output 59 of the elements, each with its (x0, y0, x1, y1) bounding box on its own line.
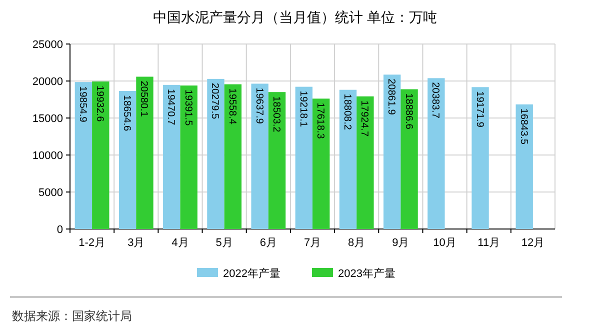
bar (472, 87, 489, 229)
data-label: 20580.1 (138, 80, 150, 118)
data-label: 16843.5 (518, 108, 529, 145)
x-tick-label: 5月 (216, 237, 233, 249)
bar (136, 76, 154, 229)
x-tick-label: 12月 (521, 237, 545, 249)
x-tick-label: 6月 (260, 237, 277, 249)
bar (74, 82, 92, 229)
source-note: 数据来源：国家统计局 (12, 309, 132, 323)
bar (268, 92, 286, 229)
x-tick-label: 7月 (304, 237, 322, 249)
legend-label: 2023年产量 (338, 267, 396, 280)
x-tick-label: 8月 (348, 237, 366, 249)
bar (180, 86, 198, 229)
data-label: 18808.2 (341, 94, 352, 130)
x-tick-label: 11月 (478, 237, 500, 249)
bar (428, 78, 445, 229)
data-label: 19558.4 (226, 88, 238, 125)
data-label: 19637.9 (253, 88, 264, 124)
bar (224, 84, 242, 229)
y-tick-label: 15000 (32, 113, 63, 125)
bar (92, 82, 110, 229)
y-tick-label: 0 (56, 224, 63, 236)
y-tick-label: 20000 (32, 76, 63, 88)
bar (383, 74, 401, 229)
data-label: 20279.5 (209, 82, 220, 120)
x-tick-label: 10月 (433, 237, 456, 249)
x-tick-label: 9月 (392, 237, 410, 249)
data-label: 20383.7 (430, 82, 441, 119)
data-label: 18654.6 (121, 94, 132, 132)
chart-title: 中国水泥产量分月（当月值）统计 单位：万吨 (153, 9, 437, 25)
data-label: 19171.9 (474, 91, 485, 128)
bar (118, 90, 136, 229)
data-label: 19932.6 (94, 86, 106, 122)
bar (356, 96, 374, 229)
bar (163, 84, 180, 229)
data-label: 19218.1 (297, 90, 308, 128)
bar (312, 98, 330, 229)
data-label: 19391.5 (182, 90, 194, 126)
bar (339, 90, 357, 229)
data-label: 17924.7 (358, 100, 370, 137)
data-label: 18503.2 (270, 96, 282, 133)
legend-label: 2022年产量 (223, 267, 280, 280)
y-tick-label: 10000 (32, 150, 63, 162)
bar (207, 78, 224, 229)
bar (516, 104, 533, 229)
data-label: 19854.9 (76, 86, 88, 123)
x-tick-label: 3月 (128, 237, 145, 249)
bar (400, 89, 418, 229)
bar (251, 84, 268, 229)
y-tick-label: 5000 (38, 187, 63, 199)
y-tick-label: 25000 (32, 39, 63, 51)
data-label: 18886.6 (402, 93, 414, 130)
data-label: 17618.3 (314, 102, 326, 140)
bar (295, 86, 312, 229)
data-label: 20861.9 (386, 78, 397, 116)
data-label: 19470.7 (165, 88, 176, 126)
x-tick-label: 1-2月 (78, 237, 106, 249)
x-tick-label: 4月 (172, 237, 189, 249)
